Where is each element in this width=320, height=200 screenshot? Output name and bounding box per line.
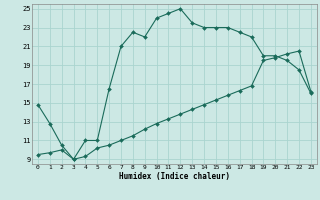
X-axis label: Humidex (Indice chaleur): Humidex (Indice chaleur) [119,172,230,181]
